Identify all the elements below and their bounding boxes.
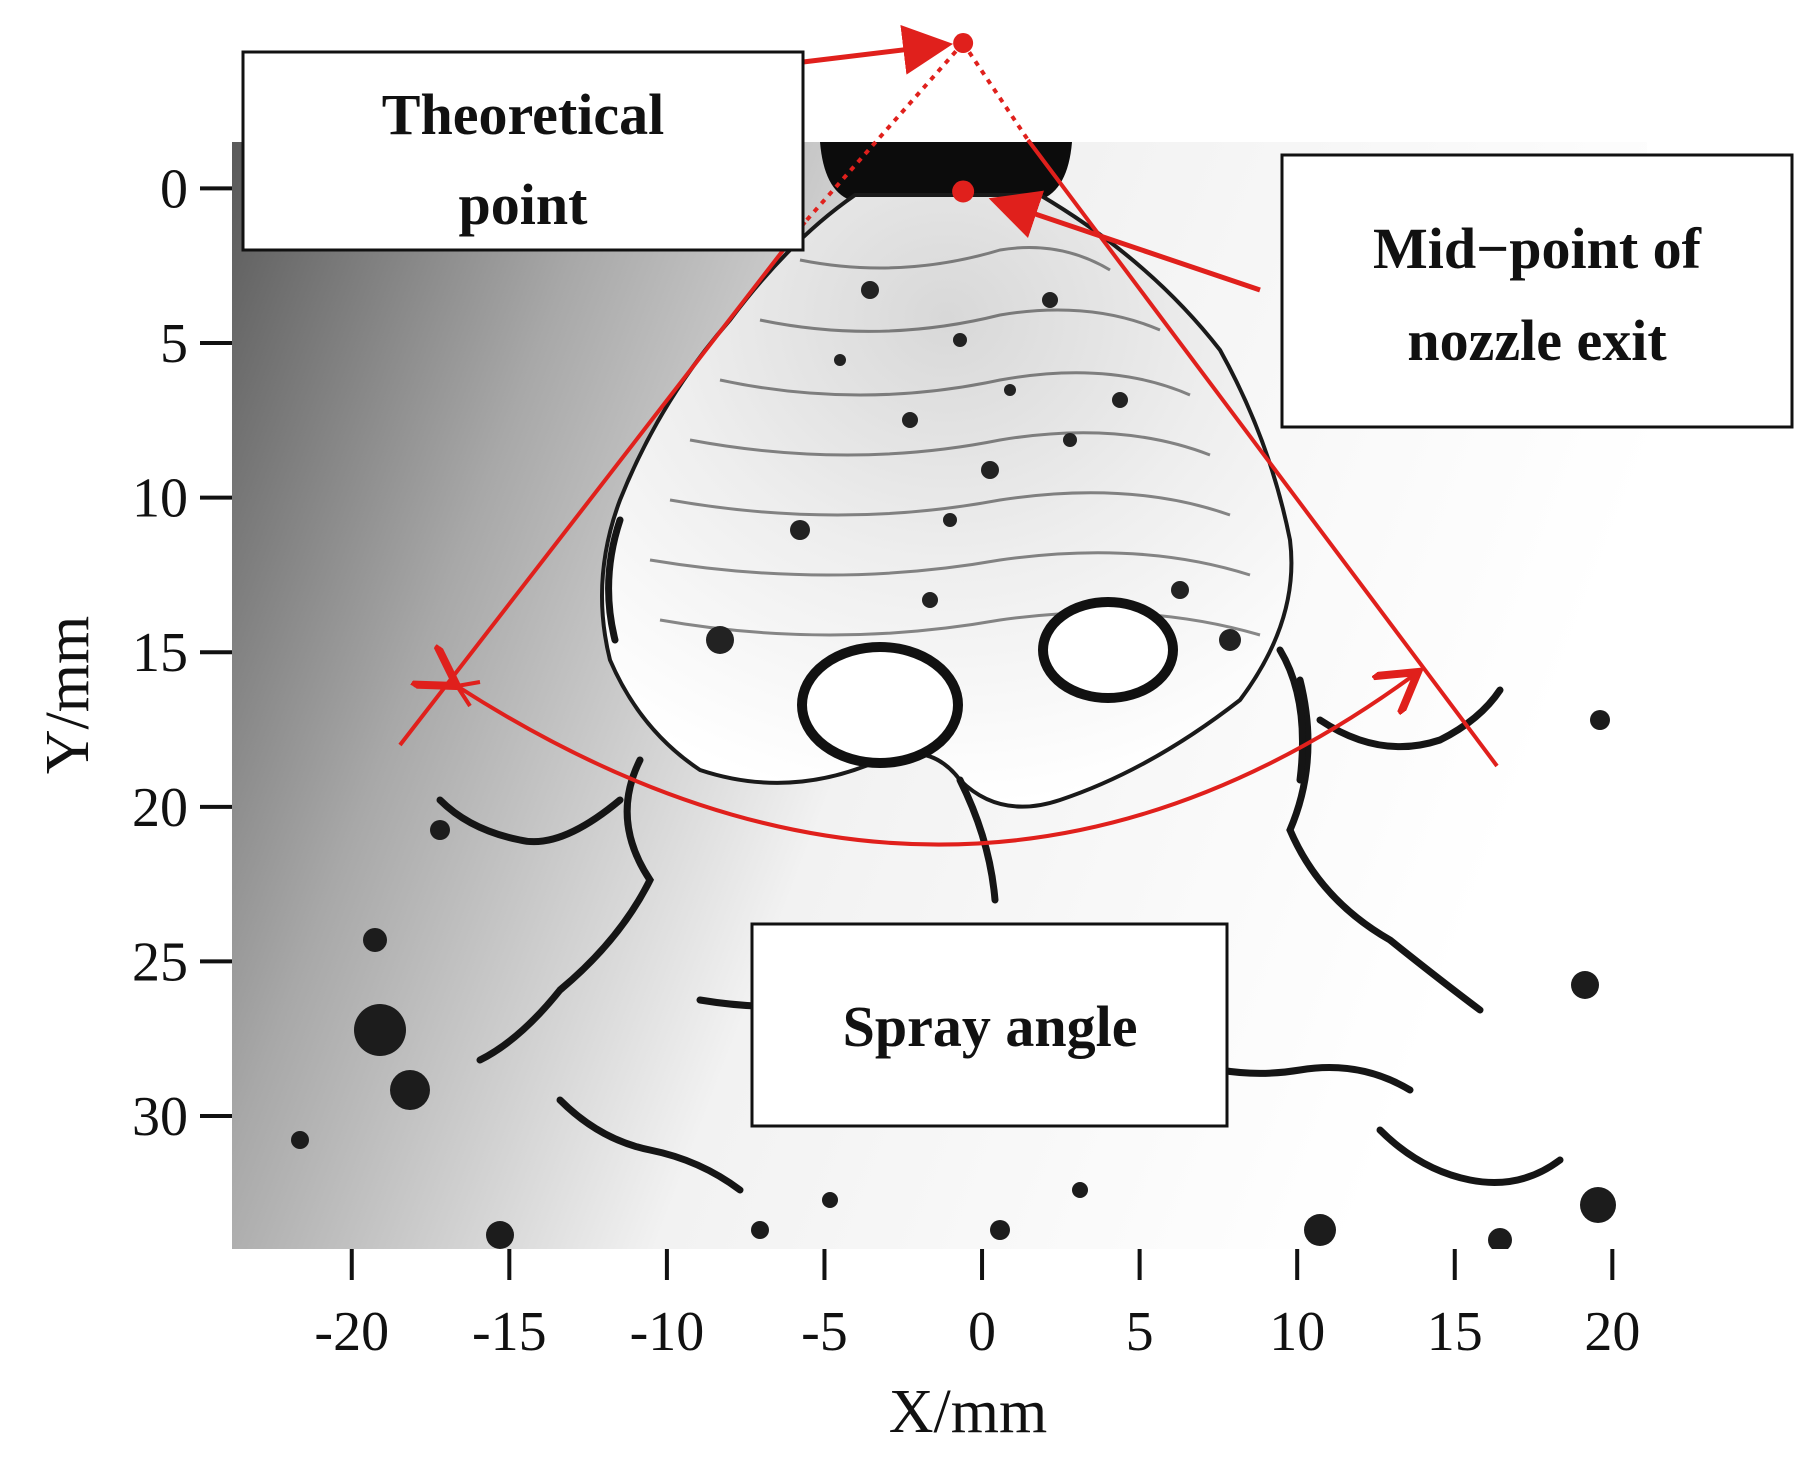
y-tick-label: 5 (160, 313, 188, 375)
theoretical-point-line2: point (459, 172, 589, 237)
x-tick-label: -5 (801, 1301, 848, 1363)
nozzle-mid-point-marker (952, 180, 975, 203)
theoretical-point-arrow (802, 25, 954, 75)
nozzle-body (820, 142, 1072, 200)
sheet-hole-right (1038, 597, 1178, 703)
nozzle-mid-point-arrow (988, 190, 1261, 293)
theoretical-point-box (241, 50, 805, 252)
nozzle-mid-point-box (1280, 153, 1794, 429)
sheet-texture (649, 246, 1261, 637)
theoretical-point-marker (953, 33, 974, 54)
y-tick-label: 10 (132, 468, 188, 530)
nozzle-mid-point-line1: Mid−point of (1373, 216, 1702, 281)
theoretical-point-callout: Theoretical point (241, 50, 805, 252)
x-tick-label: 15 (1427, 1301, 1483, 1363)
nozzle-mid-point-callout: Mid−point of nozzle exit (1280, 153, 1794, 429)
theoretical-point-line1: Theoretical (382, 82, 664, 147)
y-tick-label: 30 (132, 1086, 188, 1148)
x-tick-label: -20 (314, 1301, 389, 1363)
sheet-hole-left (797, 642, 963, 768)
spray-angle-callout: Spray angle (750, 922, 1229, 1128)
x-tick-label: 10 (1269, 1301, 1325, 1363)
y-axis-title: Y/mm (34, 616, 102, 774)
spray-angle-arrowhead-left (453, 680, 481, 708)
x-tick-label: -15 (472, 1301, 547, 1363)
x-tick-label: 0 (968, 1301, 996, 1363)
scattered-drops (291, 710, 1616, 1249)
spray-cone-annotation (398, 25, 1499, 847)
y-tick-label: 25 (132, 931, 188, 993)
nozzle-mid-point-line2: nozzle exit (1407, 308, 1667, 373)
x-tick-label: 20 (1584, 1301, 1640, 1363)
y-axis: 0 5 10 15 20 25 30 (132, 158, 232, 1148)
ligaments (436, 516, 1564, 1194)
x-axis-title: X/mm (889, 1378, 1047, 1446)
spray-angle-label: Spray angle (843, 994, 1138, 1059)
y-tick-label: 20 (132, 777, 188, 839)
spray-angle-arc (457, 672, 1418, 847)
y-tick-label: 0 (160, 158, 188, 220)
dotted-cone-right (961, 41, 1030, 142)
x-tick-label: -10 (630, 1301, 705, 1363)
spray-angle-box (750, 922, 1229, 1128)
y-tick-label: 15 (132, 622, 188, 684)
dotted-cone-left (803, 41, 965, 224)
x-tick-label: 5 (1126, 1301, 1154, 1363)
x-axis: -20 -15 -10 -5 0 5 10 15 20 (314, 1249, 1640, 1363)
